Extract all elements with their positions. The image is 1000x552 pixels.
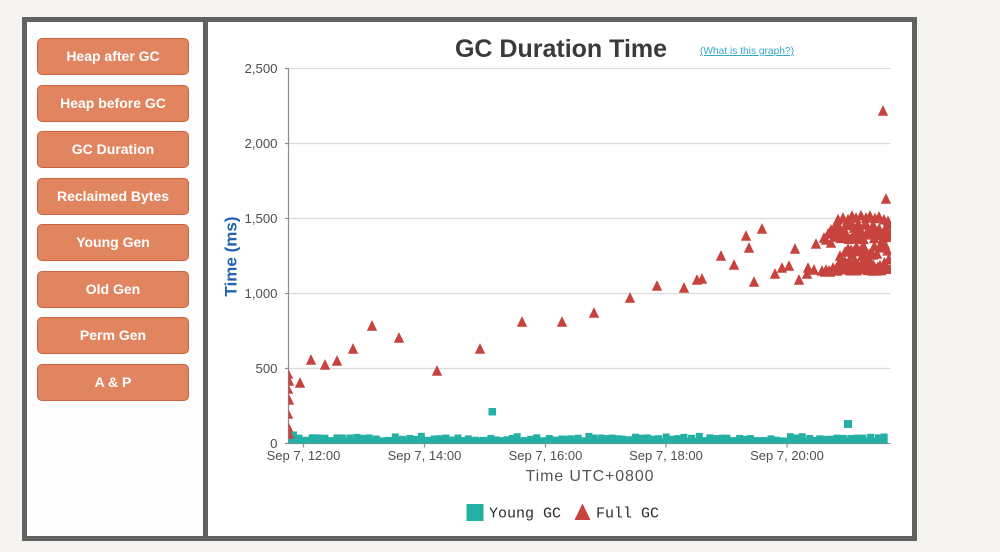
- svg-text:2,500: 2,500: [244, 61, 277, 76]
- svg-text:Time UTC+0800: Time UTC+0800: [526, 468, 655, 485]
- svg-text:GC Duration Time: GC Duration Time: [455, 35, 667, 63]
- svg-text:Time (ms): Time (ms): [222, 217, 241, 297]
- svg-text:(What is this graph?): (What is this graph?): [700, 46, 794, 57]
- svg-text:Sep 7, 18:00: Sep 7, 18:00: [629, 448, 703, 463]
- svg-text:Full GC: Full GC: [596, 506, 659, 523]
- svg-text:500: 500: [255, 361, 277, 376]
- svg-text:1,500: 1,500: [244, 211, 277, 226]
- svg-text:2,000: 2,000: [244, 136, 277, 151]
- svg-text:Sep 7, 14:00: Sep 7, 14:00: [388, 448, 462, 463]
- svg-text:Sep 7, 20:00: Sep 7, 20:00: [750, 448, 824, 463]
- svg-text:Sep 7, 16:00: Sep 7, 16:00: [509, 448, 583, 463]
- svg-text:Sep 7, 12:00: Sep 7, 12:00: [267, 448, 341, 463]
- svg-text:1,000: 1,000: [244, 286, 277, 301]
- svg-text:0: 0: [270, 436, 277, 451]
- svg-text:Young GC: Young GC: [489, 506, 561, 523]
